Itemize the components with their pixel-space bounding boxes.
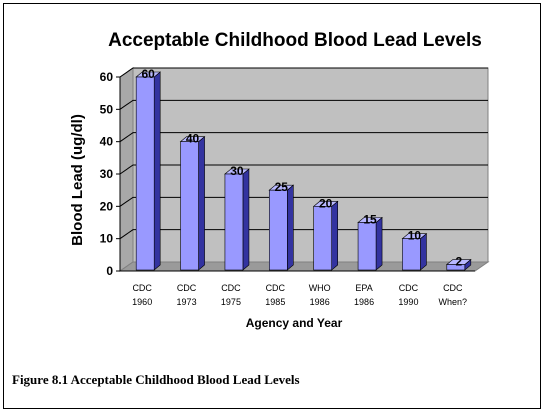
gridline	[119, 67, 488, 78]
bar-data-label: 10	[408, 229, 422, 243]
bar-data-label: 40	[186, 132, 200, 146]
bar-side	[331, 200, 338, 271]
bar-data-label: 20	[319, 196, 333, 210]
x-tick-label-year: 1985	[265, 297, 285, 307]
x-tick-label-agency: CDC	[399, 283, 419, 293]
gridline	[119, 99, 488, 110]
y-tick-label: 50	[100, 102, 114, 116]
y-tick-label: 40	[100, 135, 114, 149]
bar-front	[313, 206, 332, 271]
x-tick-label-year: 1986	[354, 297, 374, 307]
figure-caption: Figure 8.1 Acceptable Childhood Blood Le…	[12, 372, 300, 387]
bar-side	[375, 216, 383, 271]
gridline	[119, 164, 488, 175]
x-tick-label-agency: CDC	[221, 283, 241, 293]
bar: 20	[312, 196, 339, 271]
x-tick-label-agency: EPA	[355, 283, 372, 293]
bar-side	[420, 233, 427, 271]
bar-front	[446, 264, 466, 271]
bar: 15	[357, 213, 383, 271]
x-tick-label-agency: CDC	[132, 283, 152, 293]
bar-side	[242, 168, 250, 271]
bar: 30	[224, 164, 250, 271]
bar: 25	[268, 180, 295, 271]
x-tick-label-year: 1986	[310, 297, 330, 307]
y-axis-ticks: 0 10 20 30 40 50 60	[100, 70, 475, 278]
x-tick-label-agency: WHO	[309, 283, 331, 293]
y-tick-label: 20	[100, 199, 114, 213]
gridline	[119, 196, 488, 207]
x-tick-label-year: 1975	[221, 297, 241, 307]
y-axis-label: Blood Lead (ug/dl)	[69, 114, 86, 246]
plot-area	[118, 67, 490, 272]
x-tick-label-year: When?	[439, 297, 468, 307]
bar: 60	[135, 67, 162, 271]
gridline	[119, 132, 488, 143]
x-tick-label-year: 1960	[132, 297, 152, 307]
x-tick-label-agency: CDC	[266, 283, 286, 293]
y-tick-label: 10	[100, 232, 114, 246]
bar-side	[153, 71, 161, 271]
y-tick-label: 30	[100, 167, 114, 181]
bar-front	[357, 222, 377, 271]
bar: 10	[401, 229, 428, 271]
bar-data-label: 15	[363, 213, 377, 227]
bar-side	[287, 184, 294, 271]
x-axis-label: Agency and Year	[246, 316, 343, 330]
bar: 40	[179, 132, 206, 271]
bar-data-label: 60	[142, 67, 156, 81]
x-axis-ticks: CDC 1960 CDC 1973 CDC 1975 CDC 1985 WHO 1986 EPA 19…	[132, 283, 467, 307]
plot-floor	[118, 261, 490, 272]
bar-front	[135, 76, 155, 271]
x-tick-label-agency: CDC	[177, 283, 197, 293]
bar-data-label: 2	[455, 255, 462, 269]
bar-data-label: 25	[275, 180, 289, 194]
bar-data-label: 30	[230, 164, 244, 178]
bar-front	[224, 173, 244, 271]
bar-front	[402, 238, 421, 271]
bar-front	[180, 141, 199, 271]
bar-side	[198, 136, 205, 271]
y-tick-label: 60	[100, 70, 114, 84]
bar-front	[269, 189, 288, 271]
bars-group: 60 40 30 25 20 15 10 2	[135, 67, 472, 271]
x-tick-label-year: 1990	[398, 297, 418, 307]
bar: 2	[445, 255, 472, 271]
y-tick-label: 0	[106, 264, 113, 278]
x-tick-label-year: 1973	[177, 297, 197, 307]
chart-title: Acceptable Childhood Blood Lead Levels	[108, 30, 482, 51]
x-tick-label-agency: CDC	[443, 283, 463, 293]
